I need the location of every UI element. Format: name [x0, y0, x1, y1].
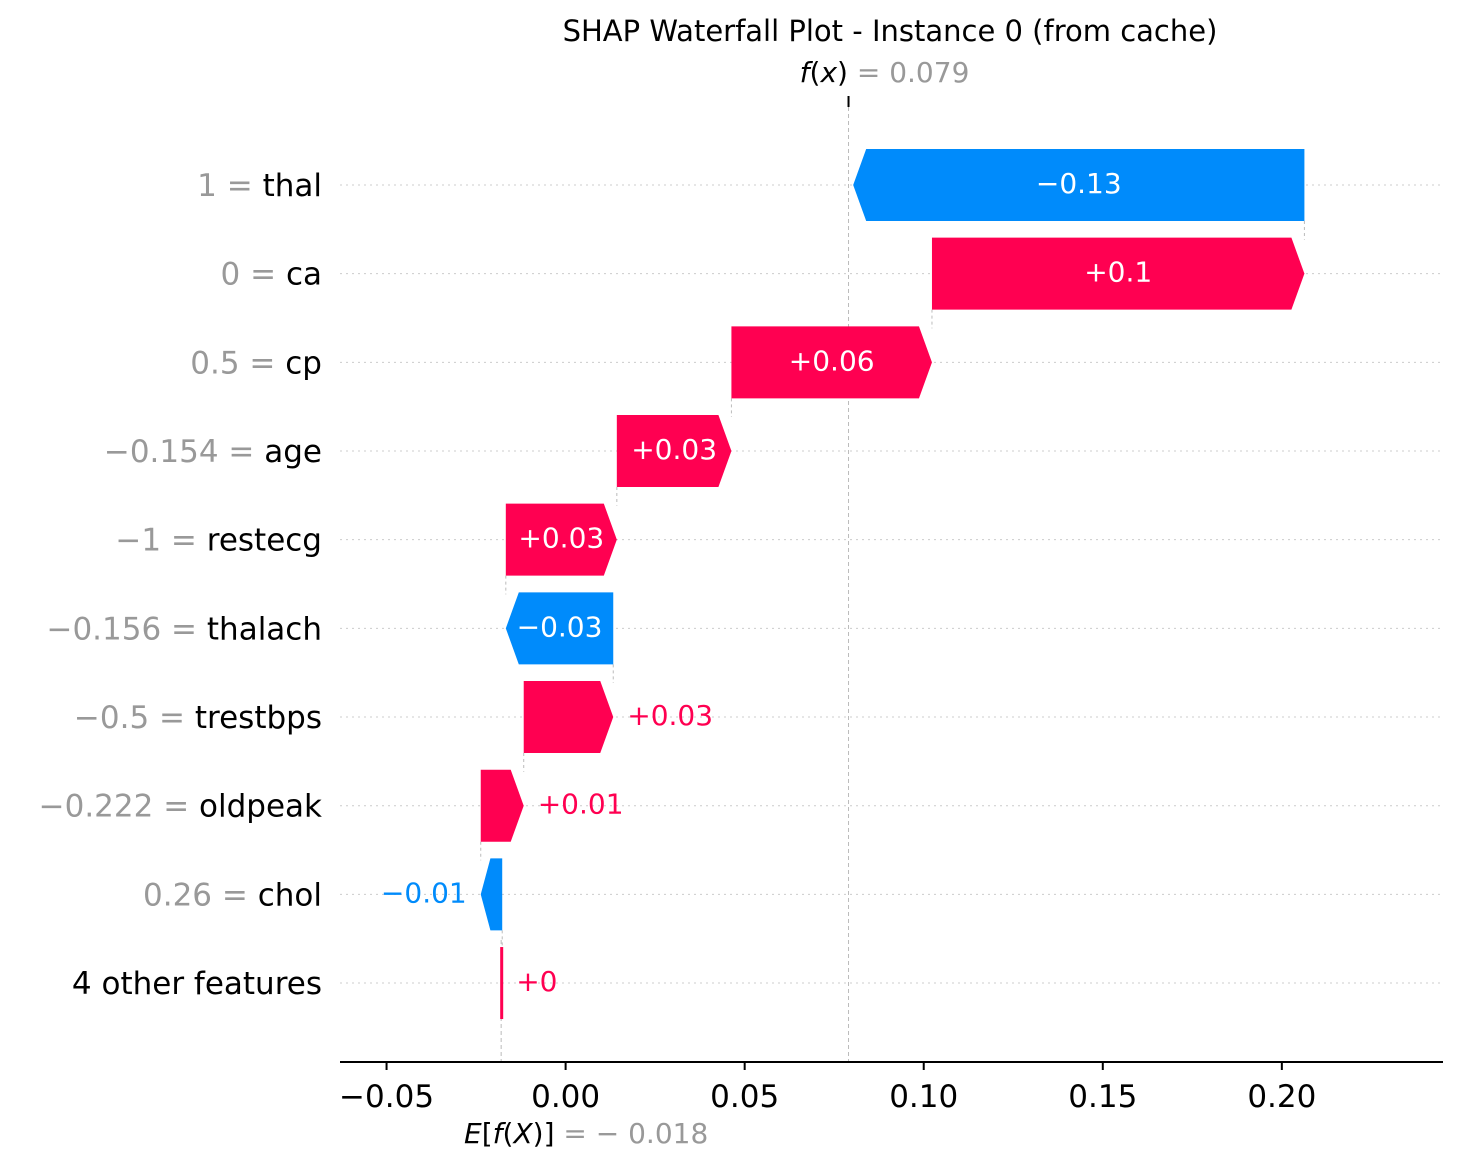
value-label: −0.03 — [517, 610, 603, 643]
x-tick-label: 0.10 — [889, 1079, 958, 1115]
x-axis: −0.05 0.00 0.05 0.10 0.15 0.20 — [339, 1061, 1443, 1115]
value-label: +0.03 — [631, 433, 717, 466]
ex-paren-open: ( — [503, 1117, 514, 1150]
feature-name: restecg — [207, 522, 322, 558]
feature-labels-group: 1 = thal 0 = ca 0.5 = cp −0.154 = age −1 = r… — [39, 168, 322, 1002]
value-label: −0.13 — [1036, 167, 1122, 200]
ex-value: = − 0.018 — [563, 1117, 708, 1150]
feature-label: −0.5 = trestbps — [74, 700, 322, 736]
x-tick-label: 0.20 — [1247, 1079, 1316, 1115]
feature-name: trestbps — [195, 700, 322, 736]
ex-bracket: [ — [482, 1117, 493, 1150]
fx-label-text: f(x) = 0.079 — [800, 56, 970, 89]
bar-trestbps — [523, 681, 614, 754]
feature-name: cp — [285, 345, 322, 381]
feature-value: 0 = — [221, 256, 286, 292]
feature-name: ca — [286, 256, 322, 292]
bar-cp — [731, 326, 932, 399]
fx-label: f(x) = 0.079 — [800, 56, 970, 107]
bar-4-other-features — [500, 947, 504, 1020]
feature-label: −0.154 = age — [104, 434, 322, 470]
feature-name: 4 other features — [72, 966, 322, 1002]
feature-name: thal — [263, 168, 322, 204]
value-label: +0.06 — [789, 344, 875, 377]
feature-label: 1 = thal — [197, 168, 322, 204]
feature-label: 0.5 = cp — [190, 345, 322, 381]
feature-value: −0.154 = — [104, 434, 264, 470]
feature-label: 4 other features — [72, 966, 322, 1002]
feature-value: 0.26 = — [143, 877, 258, 913]
feature-label: −0.156 = thalach — [46, 611, 322, 647]
value-label: +0.03 — [518, 522, 604, 555]
x-tick-label: 0.00 — [531, 1079, 600, 1115]
bar-ca — [931, 237, 1305, 310]
fx-value: = 0.079 — [857, 56, 970, 89]
bar-restecg — [505, 503, 617, 576]
feature-label: −0.222 = oldpeak — [39, 788, 322, 824]
feature-name: oldpeak — [199, 788, 322, 824]
value-label: +0.1 — [1084, 256, 1152, 289]
feature-value: −0.222 = — [39, 788, 199, 824]
x-tick-label: 0.05 — [710, 1079, 779, 1115]
ex-X: X — [511, 1117, 533, 1150]
ex-prefix: E — [464, 1117, 482, 1150]
fx-var: x — [819, 56, 837, 89]
feature-name: thalach — [207, 611, 322, 647]
x-tick-label: −0.05 — [339, 1079, 434, 1115]
ex-label-text: E[f(X)] = − 0.018 — [464, 1117, 708, 1150]
feature-label: 0 = ca — [221, 256, 322, 292]
fx-close-paren: ) — [837, 56, 857, 89]
value-labels-group: −0.13 +0.1 +0.06 +0.03 +0.03 −0.03 +0.03 +0.01 −… — [381, 167, 1152, 998]
value-label: +0.01 — [538, 788, 624, 821]
bar-thalach — [505, 592, 614, 665]
bars-group — [480, 149, 1305, 1020]
feature-value: −0.156 = — [46, 611, 206, 647]
guide-lines-group — [480, 107, 1305, 1062]
bar-thal — [853, 149, 1305, 221]
feature-label: −1 = restecg — [115, 522, 322, 558]
value-label: +0 — [516, 965, 557, 998]
bar-chol — [480, 858, 503, 931]
chart-title: SHAP Waterfall Plot - Instance 0 (from c… — [563, 14, 1218, 48]
x-tick-label: 0.15 — [1068, 1079, 1137, 1115]
feature-label: 0.26 = chol — [143, 877, 322, 913]
feature-value: −1 = — [115, 522, 206, 558]
feature-value: 0.5 = — [190, 345, 285, 381]
feature-name: age — [264, 434, 322, 470]
feature-value: −0.5 = — [74, 700, 195, 736]
value-label: +0.03 — [627, 699, 713, 732]
value-label: −0.01 — [381, 876, 467, 909]
ex-label: E[f(X)] = − 0.018 — [464, 1117, 708, 1150]
feature-value: 1 = — [197, 168, 262, 204]
bar-oldpeak — [480, 769, 524, 842]
feature-name: chol — [258, 877, 322, 913]
ex-paren-close: )] — [533, 1117, 564, 1150]
bar-age — [616, 415, 732, 488]
fx-open-paren: ( — [810, 56, 821, 89]
